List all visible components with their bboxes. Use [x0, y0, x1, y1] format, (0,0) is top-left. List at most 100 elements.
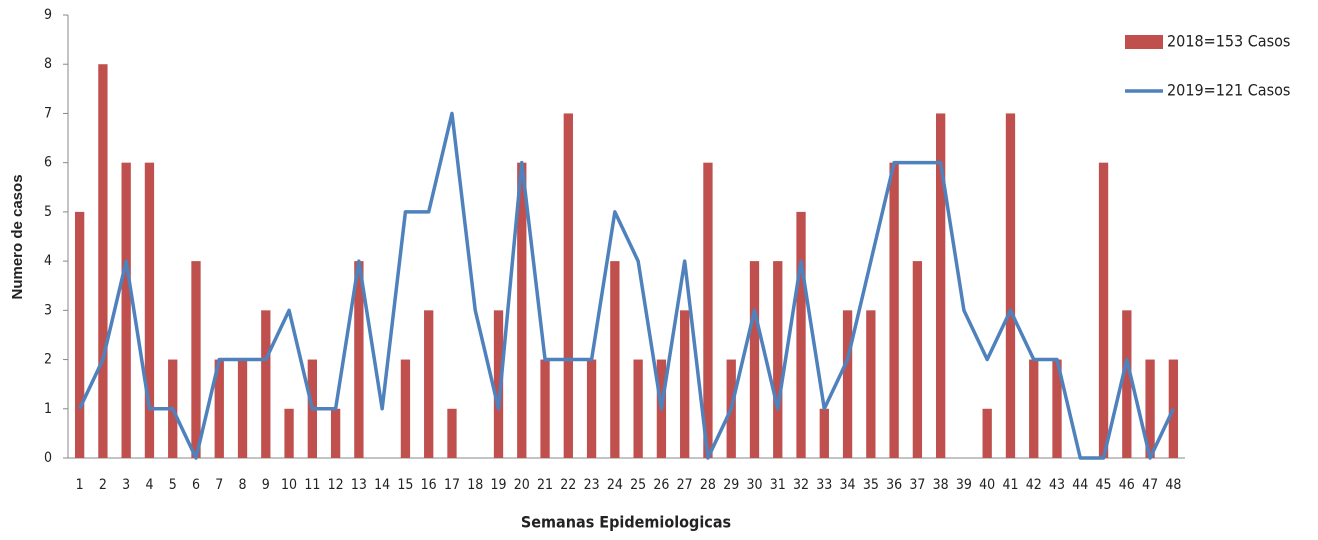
x-tick-label: 25 — [630, 477, 646, 493]
bar — [680, 310, 690, 458]
bar — [773, 261, 783, 458]
x-tick-label: 15 — [397, 477, 413, 493]
x-tick-label: 32 — [793, 477, 809, 493]
x-tick-label: 27 — [677, 477, 693, 493]
bar — [819, 408, 829, 458]
bar — [842, 310, 853, 458]
y-tick-label: 8 — [44, 56, 52, 72]
x-tick-label: 24 — [607, 477, 623, 493]
legend-swatch — [1125, 35, 1163, 49]
x-tick-label: 26 — [653, 477, 669, 493]
bar — [610, 261, 620, 458]
x-tick-label: 4 — [145, 477, 153, 493]
bar — [633, 359, 643, 458]
bar — [284, 408, 294, 458]
x-tick-label: 39 — [956, 477, 972, 493]
x-tick-label: 35 — [863, 477, 879, 493]
bar — [98, 64, 108, 458]
bar — [889, 162, 899, 458]
bar — [354, 261, 364, 458]
bar — [191, 261, 201, 458]
bar — [540, 359, 550, 458]
x-tick-label: 8 — [239, 477, 247, 493]
x-tick-label: 33 — [816, 477, 832, 493]
bar — [493, 310, 504, 458]
bar — [1098, 162, 1109, 458]
bar — [912, 261, 923, 458]
bar — [144, 162, 155, 458]
y-tick-label: 1 — [44, 401, 52, 417]
x-tick-label: 29 — [723, 477, 739, 493]
x-tick-label: 2 — [99, 477, 107, 493]
x-tick-label: 48 — [1165, 477, 1181, 493]
y-tick-label: 7 — [44, 105, 52, 121]
x-tick-label: 19 — [490, 477, 506, 493]
y-tick-label: 0 — [44, 450, 52, 466]
y-axis-title: Numero de casos — [9, 174, 26, 299]
x-tick-label: 16 — [421, 477, 437, 493]
x-axis-title: Semanas Epidemiologicas — [521, 513, 731, 532]
x-tick-label: 40 — [979, 477, 995, 493]
x-tick-label: 13 — [351, 477, 367, 493]
x-tick-label: 22 — [560, 477, 576, 493]
x-tick-label: 47 — [1142, 477, 1158, 493]
x-tick-label: 10 — [281, 477, 297, 493]
bar — [866, 310, 876, 458]
legend-label: 2018=153 Casos — [1167, 32, 1290, 51]
x-tick-label: 42 — [1026, 477, 1042, 493]
line — [78, 111, 1175, 460]
bar — [1145, 359, 1155, 458]
bar — [214, 359, 224, 458]
bar — [261, 310, 271, 458]
x-tick-label: 3 — [122, 477, 130, 493]
x-tick-label: 12 — [328, 477, 344, 493]
bar — [517, 162, 527, 458]
x-tick-label: 23 — [584, 477, 600, 493]
x-tick-label: 7 — [215, 477, 223, 493]
bar — [74, 211, 85, 458]
x-tick-label: 38 — [933, 477, 949, 493]
y-tick-label: 6 — [44, 155, 52, 171]
x-tick-label: 34 — [840, 477, 856, 493]
bar — [424, 310, 434, 458]
x-tick-label: 28 — [700, 477, 716, 493]
y-tick-label: 3 — [44, 302, 52, 318]
bar — [563, 113, 573, 458]
bar — [1122, 310, 1132, 458]
y-tick-label: 5 — [44, 204, 52, 220]
bar — [1052, 359, 1062, 458]
x-tick-label: 45 — [1096, 477, 1112, 493]
bar — [330, 408, 341, 458]
y-tick-label: 2 — [44, 352, 52, 368]
bar — [121, 162, 131, 458]
bar — [982, 408, 992, 458]
x-tick-label: 21 — [537, 477, 553, 493]
bar — [1029, 359, 1039, 458]
x-tick-label: 36 — [886, 477, 902, 493]
x-tick-label: 20 — [514, 477, 530, 493]
x-tick-label: 5 — [169, 477, 177, 493]
x-tick-label: 1 — [76, 477, 84, 493]
x-tick-label: 6 — [192, 477, 200, 493]
bar — [447, 408, 457, 458]
x-tick-label: 30 — [746, 477, 762, 493]
x-tick-label: 18 — [467, 477, 483, 493]
bar — [237, 359, 248, 458]
legend-label: 2019=121 Casos — [1167, 81, 1290, 100]
bar — [586, 359, 597, 458]
x-tick-label: 43 — [1049, 477, 1065, 493]
x-tick-label: 41 — [1002, 477, 1018, 493]
bar — [749, 261, 760, 458]
x-tick-label: 46 — [1119, 477, 1135, 493]
x-tick-label: 11 — [304, 477, 320, 493]
bar — [796, 211, 806, 458]
x-tick-label: 44 — [1072, 477, 1088, 493]
bar — [400, 359, 411, 458]
x-tick-label: 17 — [444, 477, 460, 493]
x-tick-label: 9 — [262, 477, 270, 493]
y-tick-label: 4 — [44, 253, 52, 269]
y-tick-label: 9 — [44, 7, 52, 23]
x-tick-label: 14 — [374, 477, 390, 493]
bar — [1005, 113, 1016, 458]
